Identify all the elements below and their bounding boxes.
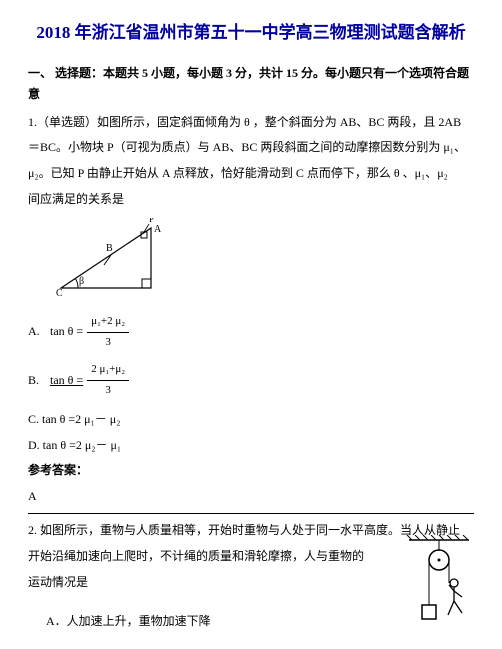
q1-answer: A [28,486,474,508]
opt-b-key: B. [28,370,50,392]
opt-b-frac: 2 μ₁+μ₂ 3 [87,360,129,401]
opt-a-num: μ₁+2 μ₂ [87,312,129,333]
opt-b-lhs: tan θ = [50,370,83,392]
q1-option-a: A. tan θ = μ₁+2 μ₂ 3 [28,312,474,353]
q1-line4: 间应满足的关系是 [28,189,474,211]
vertex-a-label: A [154,224,162,235]
q1-option-c: C. tan θ =2 μ₁－ μ₂ [28,409,474,431]
q1-line1: 1.（单选题）如图所示，固定斜面倾角为 θ ，整个斜面分为 AB、BC 两段，且… [28,112,474,134]
page-title: 2018 年浙江省温州市第五十一中学高三物理测试题含解析 [28,18,474,49]
divider [28,513,474,514]
section-heading: 一、 选择题：本题共 5 小题，每小题 3 分，共计 15 分。每小题只有一个选… [28,63,474,106]
q1-option-b: B. tan θ = 2 μ₁+μ₂ 3 [28,360,474,401]
figure-triangle: β A B C P [56,218,474,306]
opt-a-key: A. [28,321,50,343]
opt-a-lhs: tan θ = [50,321,83,343]
figure-pulley [404,535,474,631]
opt-b-num: 2 μ₁+μ₂ [87,360,129,381]
answer-label: 参考答案： [28,460,474,482]
vertex-c-label: C [56,288,63,298]
q1-line2: ＝BC。小物块 P（可视为质点）与 AB、BC 两段斜面之间的动摩擦因数分别为 … [28,137,474,159]
opt-a-den: 3 [87,333,129,353]
q1-option-d: D. tan θ =2 μ₂－ μ₁ [28,435,474,457]
opt-b-den: 3 [87,381,129,401]
angle-beta-label: β [79,276,84,287]
q1-line3: μ₂。已知 P 由静止开始从 A 点释放，恰好能滑动到 C 点而停下，那么 θ … [28,163,474,185]
vertex-b-label: B [106,243,113,254]
opt-a-frac: μ₁+2 μ₂ 3 [87,312,129,353]
point-p-label: P [149,218,154,224]
